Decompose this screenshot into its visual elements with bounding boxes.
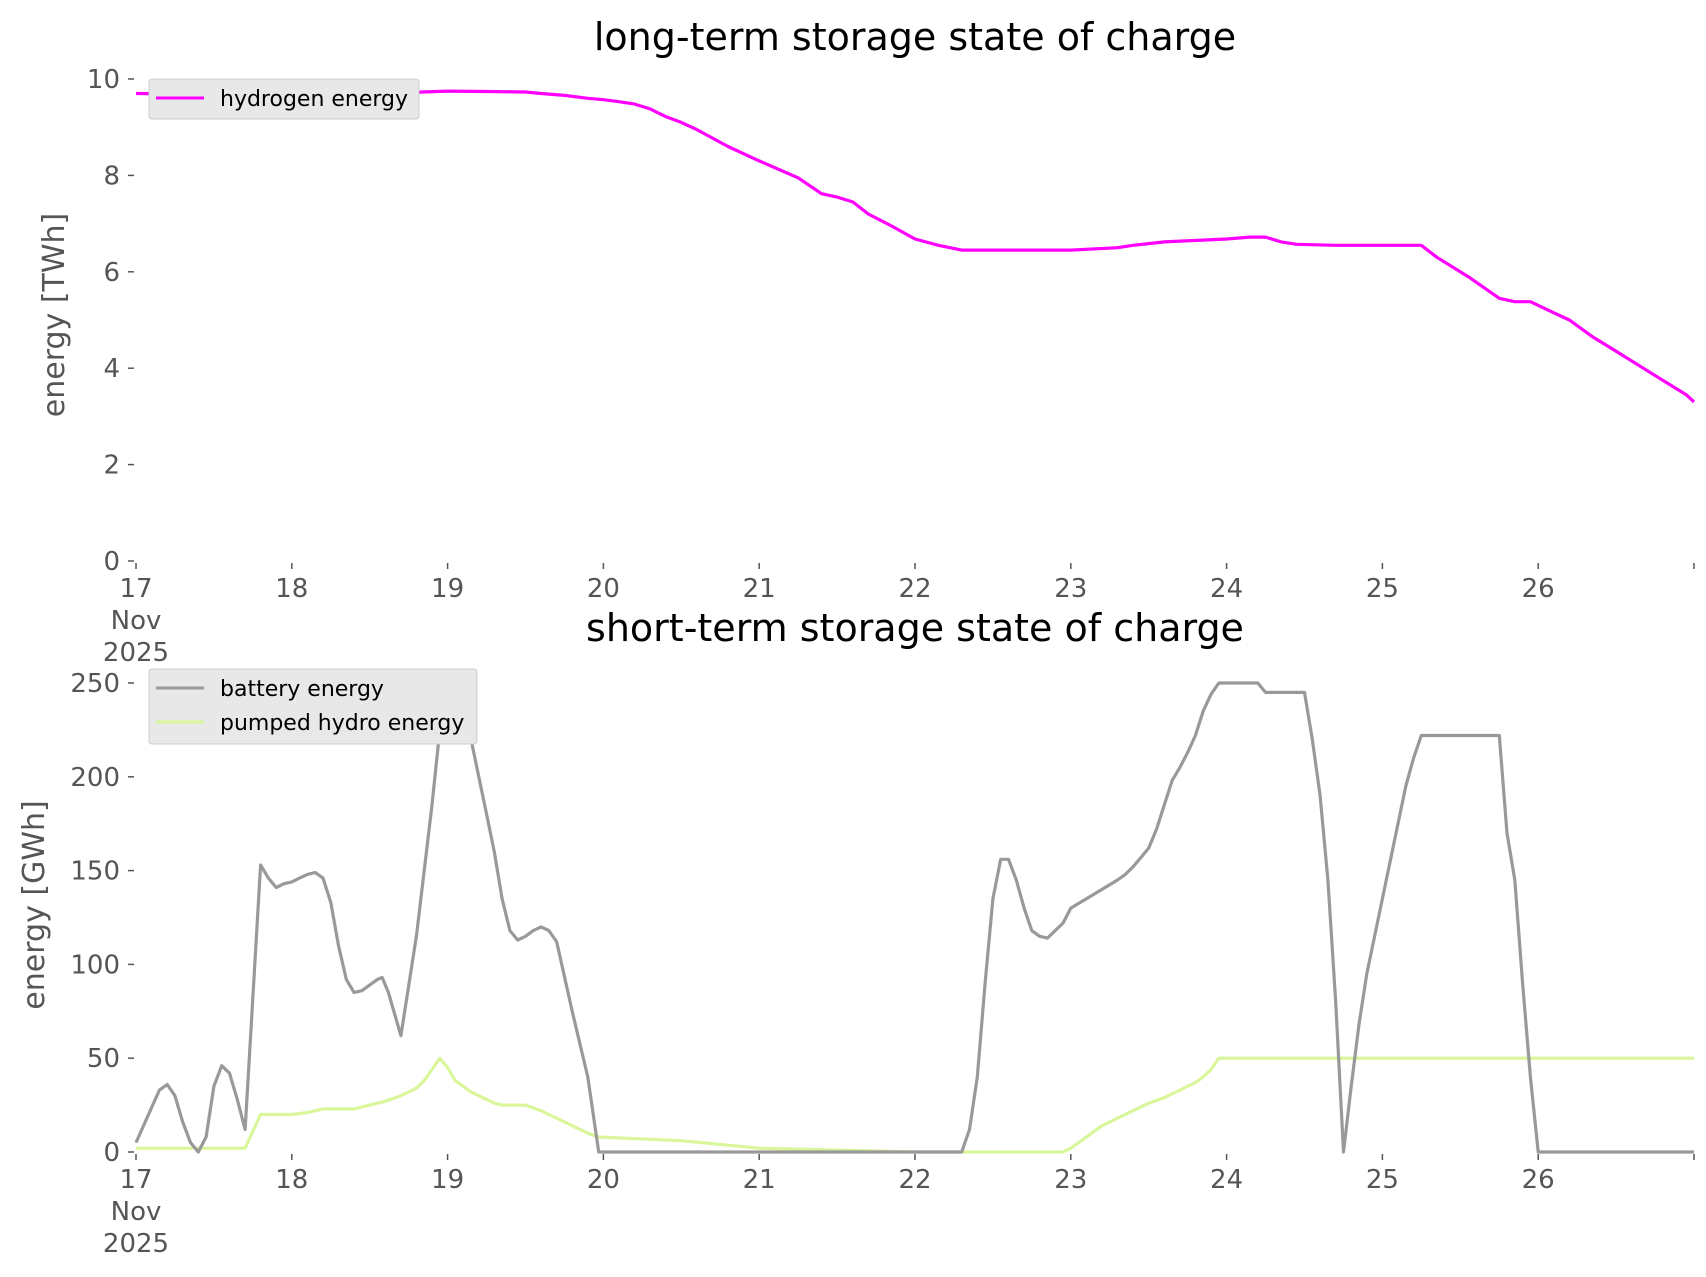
x-tick-label: 23 bbox=[1054, 574, 1087, 604]
x-tick-label: 20 bbox=[587, 574, 620, 604]
legend-box bbox=[148, 78, 420, 120]
series-line-hydrogen-energy bbox=[135, 89, 1696, 404]
chart-title: short-term storage state of charge bbox=[586, 606, 1244, 650]
y-tick-label: 6 bbox=[103, 258, 120, 288]
x-tick-label: 2025 bbox=[103, 638, 169, 668]
legend-label: pumped hydro energy bbox=[220, 711, 464, 736]
y-tick-label: 0 bbox=[103, 547, 120, 577]
y-tick-label: 2 bbox=[103, 451, 120, 481]
x-tick-label: Nov bbox=[111, 606, 162, 636]
y-axis-label: energy [TWh] bbox=[37, 213, 72, 417]
plot-lines bbox=[134, 681, 1694, 1154]
x-tick-label: 18 bbox=[275, 1165, 308, 1195]
x-tick-label: 22 bbox=[898, 1165, 931, 1195]
x-tick-label: 25 bbox=[1366, 1165, 1399, 1195]
x-tick-label: 17 bbox=[119, 574, 152, 604]
y-tick-label: 8 bbox=[103, 161, 120, 191]
x-tick-label: 25 bbox=[1366, 574, 1399, 604]
x-tick-label: 24 bbox=[1210, 574, 1243, 604]
legend: hydrogen energy bbox=[148, 78, 420, 120]
x-tick-label: Nov bbox=[111, 1197, 162, 1227]
series-line-battery-energy bbox=[134, 681, 1694, 1154]
x-tick-label: 22 bbox=[898, 574, 931, 604]
x-tick-label: 26 bbox=[1522, 1165, 1555, 1195]
x-tick-label: 19 bbox=[431, 574, 464, 604]
plot-lines bbox=[135, 89, 1696, 404]
x-tick-label: 23 bbox=[1054, 1165, 1087, 1195]
y-tick-label: 200 bbox=[70, 763, 120, 793]
legend: battery energy pumped hydro energy bbox=[148, 668, 478, 745]
x-tick-label: 17 bbox=[119, 1165, 152, 1195]
y-tick-label: 250 bbox=[70, 669, 120, 699]
y-tick-label: 0 bbox=[103, 1138, 120, 1168]
x-tick-label: 26 bbox=[1522, 574, 1555, 604]
x-tick-label: 24 bbox=[1210, 1165, 1243, 1195]
x-tick-label: 21 bbox=[743, 574, 776, 604]
y-tick-label: 10 bbox=[87, 65, 120, 95]
x-tick-label: 19 bbox=[431, 1165, 464, 1195]
chart-short-term: short-term storage state of charge energ… bbox=[17, 606, 1695, 1259]
x-tick-label: 20 bbox=[587, 1165, 620, 1195]
legend-box bbox=[148, 668, 478, 745]
y-tick-label: 150 bbox=[70, 857, 120, 887]
chart-title: long-term storage state of charge bbox=[594, 15, 1236, 59]
legend-label: battery energy bbox=[220, 677, 384, 702]
y-axis-label: energy [GWh] bbox=[17, 800, 52, 1009]
x-tick-label: 21 bbox=[743, 1165, 776, 1195]
y-tick-label: 50 bbox=[87, 1044, 120, 1074]
y-tick-label: 4 bbox=[103, 354, 120, 384]
x-tick-label: 2025 bbox=[103, 1229, 169, 1259]
y-tick-label: 100 bbox=[70, 950, 120, 980]
legend-label: hydrogen energy bbox=[220, 87, 408, 112]
chart-long-term: long-term storage state of charge energy… bbox=[37, 15, 1696, 668]
x-tick-label: 18 bbox=[275, 574, 308, 604]
series-line-pumped-hydro-energy bbox=[136, 1056, 1694, 1154]
